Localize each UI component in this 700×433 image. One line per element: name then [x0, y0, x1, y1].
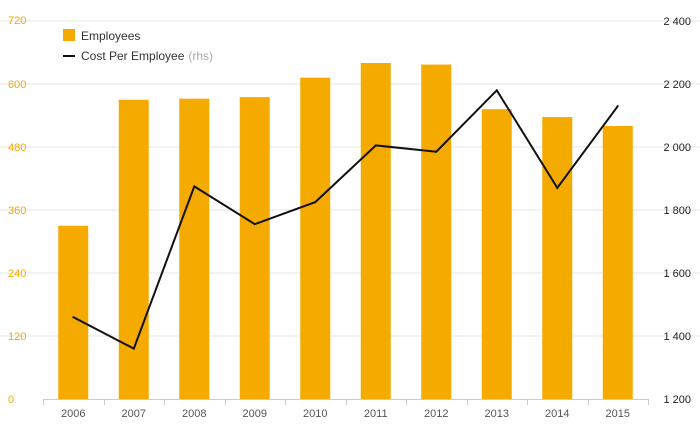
employees-bar — [481, 109, 512, 399]
employees-bars — [58, 63, 633, 399]
x-axis-ticks: 2006 2007 2008 2009 2010 2011 2012 2013 2014 2015 — [61, 408, 630, 420]
x-tick-label: 2015 — [606, 408, 630, 420]
y-right-tick-label: 1 600 — [663, 268, 691, 280]
legend-employees-label: Employees — [81, 29, 140, 43]
employees-bar — [542, 117, 573, 399]
legend-cost-text: Cost Per Employee (rhs) — [81, 49, 213, 63]
y-left-tick-label: 600 — [8, 79, 26, 91]
y-left-tick-label: 720 — [8, 15, 26, 27]
x-tick-label: 2007 — [122, 408, 146, 420]
x-tick-label: 2014 — [545, 408, 569, 420]
y-left-tick-label: 480 — [8, 142, 26, 154]
cost-per-employee-point — [132, 347, 135, 350]
x-tick-label: 2006 — [61, 408, 85, 420]
employees-bar — [360, 63, 391, 399]
legend-cost-label: Cost Per Employee — [81, 49, 185, 63]
x-axis — [43, 399, 649, 405]
y-axis-right: 1 200 1 400 1 600 1 800 2 000 2 200 2 400 — [663, 16, 691, 406]
cost-per-employee-point — [495, 89, 498, 92]
x-tick-label: 2010 — [303, 408, 327, 420]
cost-per-employee-point — [435, 150, 438, 153]
employees-bar — [300, 77, 331, 399]
y-left-tick-label: 360 — [8, 205, 26, 217]
y-left-tick-label: 120 — [8, 331, 26, 343]
employees-bar — [239, 97, 270, 399]
x-tick-label: 2011 — [364, 408, 388, 420]
y-axis-left: 0 120 240 360 480 600 720 — [8, 15, 26, 406]
y-right-tick-label: 2 200 — [663, 79, 691, 91]
y-left-tick-label: 0 — [8, 394, 14, 406]
y-right-tick-label: 2 000 — [663, 142, 691, 154]
legend-cost-suffix: (rhs) — [188, 49, 213, 63]
y-right-tick-label: 2 400 — [663, 16, 691, 28]
grid-lines — [0, 20, 700, 337]
employees-bar — [118, 99, 149, 399]
cost-per-employee-line-path — [72, 88, 619, 351]
x-tick-label: 2008 — [182, 408, 206, 420]
cost-per-employee-point — [193, 185, 196, 188]
employees-bar — [179, 98, 210, 399]
y-right-tick-label: 1 400 — [663, 331, 691, 343]
cost-per-employee-point — [374, 144, 377, 147]
employees-bar — [602, 126, 633, 399]
legend-employees-swatch — [63, 29, 75, 41]
cost-per-employee-line — [72, 88, 619, 351]
cost-per-employee-point — [314, 201, 317, 204]
x-tick-label: 2009 — [243, 408, 267, 420]
cost-per-employee-point — [616, 105, 619, 108]
y-right-tick-label: 1 200 — [663, 394, 691, 406]
cost-per-employee-point — [253, 223, 256, 226]
cost-per-employee-point — [556, 186, 559, 189]
x-tick-label: 2012 — [424, 408, 448, 420]
y-left-tick-label: 240 — [8, 268, 26, 280]
x-tick-label: 2013 — [485, 408, 509, 420]
employees-bar — [421, 64, 452, 399]
employees-bar — [58, 225, 89, 399]
y-right-tick-label: 1 800 — [663, 205, 691, 217]
legend: Employees Cost Per Employee (rhs) — [63, 29, 213, 63]
cost-per-employee-point — [72, 316, 75, 319]
